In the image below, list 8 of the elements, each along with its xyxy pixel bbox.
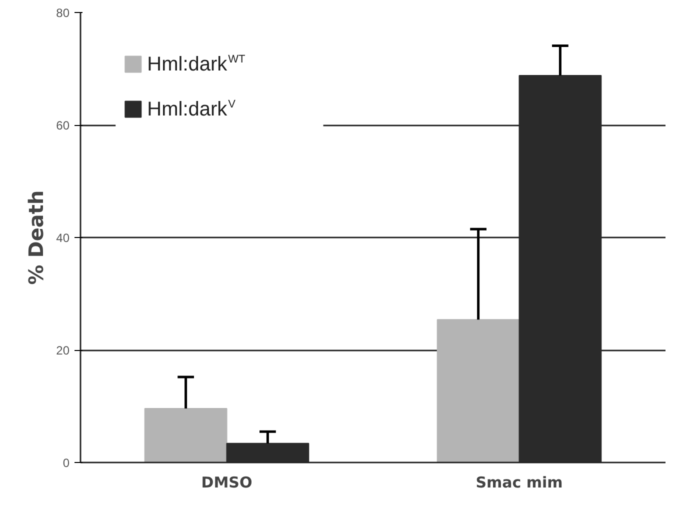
y-tick-label: 40: [56, 231, 70, 245]
y-axis-title: % Death: [24, 190, 48, 285]
y-tick-label: 80: [56, 6, 70, 20]
y-tick-label: 60: [56, 118, 70, 132]
y-tick-label: 20: [56, 344, 70, 358]
x-tick-label: Smac mim: [476, 474, 563, 492]
x-tick-label: DMSO: [201, 474, 252, 492]
y-tick-label: 0: [62, 456, 70, 470]
